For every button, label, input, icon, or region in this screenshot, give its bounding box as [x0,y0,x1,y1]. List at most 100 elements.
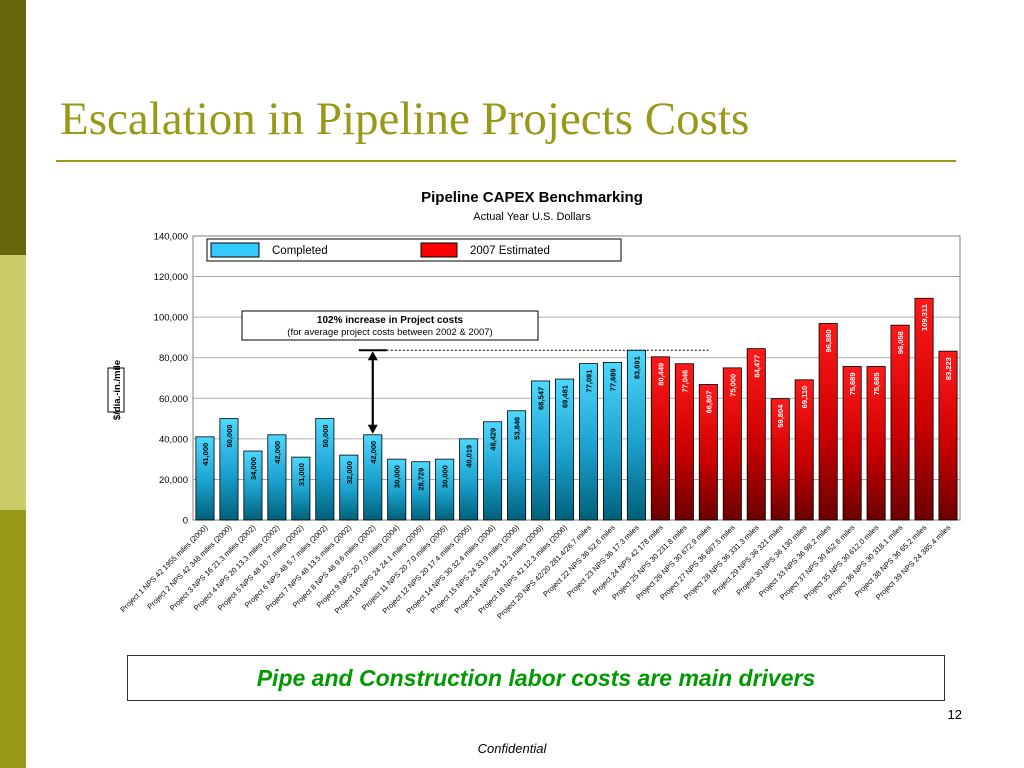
bar-value-label: 30,000 [393,465,402,488]
chart-title: Pipeline CAPEX Benchmarking [421,189,643,206]
bar-estimated [674,363,694,521]
y-axis-label: $/dia.-in./mile [112,360,123,420]
bar-value-label: 109,311 [920,304,929,331]
sidebar-block-dark [0,0,26,255]
annotation-box: 102% increase in Project costs(for avera… [241,310,539,341]
chart-legend: Completed 2007 Estimated [206,238,622,262]
title-underline [56,160,956,162]
bar-value-label: 50,000 [225,425,234,448]
bar-completed [555,378,575,521]
bar-value-label: 83,223 [944,357,953,380]
y-tick-label: 0 [183,516,188,527]
legend-label-estimated: 2007 Estimated [470,245,550,257]
slide-title: Escalation in Pipeline Projects Costs [60,93,750,145]
y-axis-label-frame [107,367,125,413]
chart-subtitle: Actual Year U.S. Dollars [473,211,591,223]
x-category-label: Project 1 NPS 42 1955 miles (2000) [118,523,209,614]
bar-completed [387,458,407,521]
legend-swatch-estimated [420,242,458,258]
bar-value-label: 41,000 [201,443,210,466]
bar-value-label: 28,729 [417,468,426,491]
conclusion-callout: Pipe and Construction labor costs are ma… [127,655,945,701]
bar-value-label: 50,000 [321,425,330,448]
bar-value-label: 42,000 [273,441,282,464]
bar-estimated [890,324,910,521]
bar-value-label: 66,807 [704,390,713,413]
bar-value-label: 80,449 [656,363,665,386]
bar-estimated [818,323,838,521]
x-category-label: Project 16 NPS 24 12.3 miles (2006) [453,523,546,616]
bar-completed [195,436,215,521]
bar-estimated [842,366,862,521]
annotation-line-2: (for average project costs between 2002 … [287,327,492,338]
bar-completed [483,421,503,521]
bar-value-label: 75,689 [848,372,857,395]
bar-value-label: 68,547 [537,387,546,410]
bar-value-label: 83,691 [632,356,641,379]
y-tick-label: 60,000 [159,394,188,405]
bar-completed [243,450,263,521]
bar-completed [363,434,383,521]
bar-completed [459,438,479,521]
y-tick-label: 140,000 [154,232,188,243]
annotation-arrow-head-down [367,424,378,434]
bar-completed [435,458,455,521]
bar-completed [267,434,287,521]
bar-value-label: 84,477 [752,355,761,378]
annotation-frame [241,310,539,341]
legend-swatch-completed [210,242,260,258]
bar-value-label: 75,685 [872,372,881,395]
bar-value-label: 48,429 [489,428,498,451]
bar-completed [315,418,335,521]
y-tick-label: 100,000 [154,313,188,324]
bar-estimated [770,398,790,521]
bar-completed [602,362,622,521]
legend-box [206,238,622,262]
bar-completed [291,456,311,521]
bar-estimated [722,367,742,521]
bar-value-label: 40,019 [465,445,474,468]
bar-completed [219,418,239,521]
footer-confidential: Confidential [477,741,547,756]
bar-value-label: 59,804 [776,404,785,428]
y-tick-label: 40,000 [159,434,188,445]
bar-estimated [866,366,886,521]
bar-estimated [650,356,670,521]
bar-value-label: 31,000 [297,463,306,486]
bar-completed [507,410,527,521]
bar-value-label: 69,110 [800,386,809,409]
y-tick-label: 20,000 [159,475,188,486]
bar-value-label: 30,000 [441,465,450,488]
bar-value-label: 69,481 [561,385,570,408]
bar-completed [411,461,431,521]
slide-sidebar-stripe [0,0,26,768]
annotation-arrow-head-up [367,351,378,361]
bar-value-label: 34,000 [249,457,258,480]
y-tick-label: 80,000 [159,353,188,364]
bar-value-label: 96,058 [896,331,905,354]
bar-completed [531,380,551,521]
bar-estimated [746,348,766,521]
bar-completed [578,363,598,521]
x-category-label: Project 18 NPS 42 12.3 miles (2006) [476,523,569,616]
y-axis-label-box: $/dia.-in./mile [107,360,125,420]
bar-estimated [914,297,934,521]
sidebar-block-light [0,255,26,510]
bar-value-label: 42,000 [369,441,378,464]
capex-bar-chart: Pipeline CAPEX Benchmarking Actual Year U… [107,189,961,621]
bar-estimated [794,379,814,521]
bar-value-label: 53,846 [513,417,522,440]
bar-value-label: 75,000 [728,374,737,397]
annotation-line-1: 102% increase in Project costs [317,315,464,326]
bar-value-label: 96,880 [824,329,833,352]
legend-label-completed: Completed [272,245,328,257]
bar-value-label: 77,689 [608,368,617,391]
bar-estimated [938,350,958,521]
bar-value-label: 32,000 [345,461,354,484]
sidebar-block-olive [0,510,26,768]
bar-value-label: 77,091 [584,370,593,393]
bar-value-label: 77,046 [680,370,689,393]
y-tick-label: 120,000 [154,272,188,283]
bar-estimated [698,384,718,521]
bar-completed [339,454,359,521]
